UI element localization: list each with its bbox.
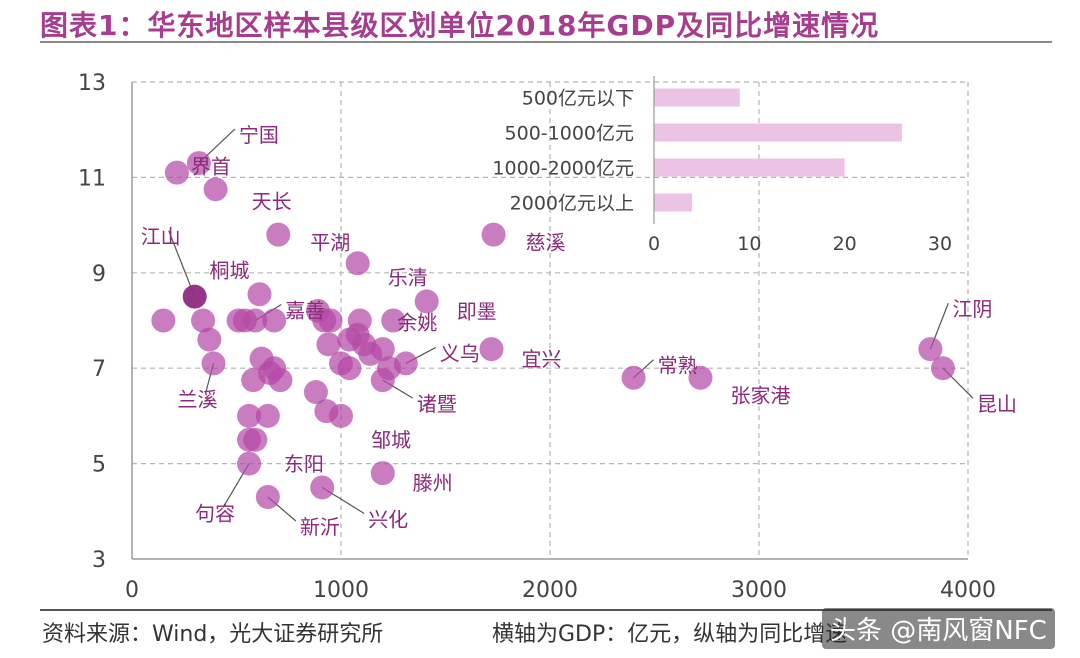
inset-bar	[654, 88, 740, 107]
point-label: 余姚	[397, 311, 437, 335]
scatter-point	[191, 308, 216, 333]
scatter-point	[151, 308, 176, 333]
scatter-point	[688, 365, 713, 390]
point-label: 邹城	[371, 428, 411, 452]
scatter-point	[164, 160, 189, 185]
point-label: 天长	[252, 189, 292, 213]
scatter-point	[243, 427, 268, 452]
scatter-point	[347, 308, 372, 333]
point-label: 宜兴	[521, 347, 561, 371]
inset-bar-chart: 500亿元以下 500-1000亿元 1000-2000亿元 2000亿元以上 0 10 2…	[492, 76, 952, 255]
scatter-point	[268, 368, 293, 393]
point-labels: 宁国界首天长平湖 慈溪乐清 桐城 江山即墨 嘉善余姚宜兴 义乌诸暨 江阴昆山 常熟张家港 兰溪东…	[141, 123, 1017, 539]
x-tick-label: 2000	[522, 578, 578, 603]
point-label: 句容	[195, 502, 235, 526]
point-label: 江阴	[952, 297, 992, 321]
point-label: 常熟	[658, 354, 698, 378]
point-label: 新沂	[300, 515, 340, 539]
inset-tick-label: 0	[648, 233, 660, 255]
point-label: 张家港	[730, 384, 790, 408]
scatter-point	[201, 351, 226, 376]
scatter-point	[237, 403, 262, 428]
scatter-point	[318, 308, 343, 333]
scatter-points	[151, 151, 955, 509]
scatter-point	[182, 284, 207, 309]
inset-category-label: 500-1000亿元	[505, 123, 634, 145]
point-label: 即墨	[457, 299, 497, 323]
inset-bar	[654, 158, 845, 177]
scatter-point	[377, 356, 402, 381]
y-tick-label: 11	[78, 166, 106, 191]
scatter-point	[381, 308, 406, 333]
inset-tick-label: 10	[737, 233, 761, 255]
point-label: 乐清	[388, 265, 428, 289]
scatter-point	[310, 475, 335, 500]
y-tick-label: 9	[92, 262, 106, 287]
point-label: 慈溪	[526, 231, 566, 255]
scatter-point	[203, 177, 228, 202]
inset-category-label: 1000-2000亿元	[492, 158, 634, 180]
inset-bar	[654, 123, 902, 142]
y-tick-label: 7	[92, 357, 106, 382]
scatter-point	[316, 332, 341, 357]
scatter-point	[479, 337, 504, 362]
scatter-point	[255, 403, 280, 428]
chart-title: 图表1：华东地区样本县级区划单位2018年GDP及同比增速情况	[40, 9, 880, 42]
scatter-point	[247, 282, 272, 307]
scatter-point	[237, 451, 262, 476]
y-tick-label: 3	[92, 548, 106, 573]
scatter-point	[232, 308, 257, 333]
point-label: 兴化	[368, 507, 408, 531]
scatter-point	[303, 380, 328, 405]
title-divider	[40, 41, 1052, 43]
scatter-point	[186, 151, 211, 176]
point-label: 义乌	[440, 341, 480, 365]
point-label: 嘉善	[285, 299, 325, 323]
axis-note: 横轴为GDP：亿元，纵轴为同比增速	[492, 622, 848, 647]
x-tick-label: 1000	[313, 578, 369, 603]
scatter-point	[266, 222, 291, 247]
point-label: 兰溪	[178, 387, 218, 411]
point-label: 昆山	[977, 392, 1017, 416]
scatter-point	[337, 356, 362, 381]
scatter-point	[197, 327, 222, 352]
inset-bar	[654, 193, 693, 212]
scatter-point	[345, 251, 370, 276]
inset-category-label: 2000亿元以上	[510, 193, 634, 215]
watermark: 头条 @南风窗NFC	[822, 608, 1055, 649]
x-tick-label: 0	[125, 578, 139, 603]
point-label: 宁国	[239, 123, 279, 147]
point-label: 平湖	[310, 231, 350, 255]
scatter-point	[314, 399, 339, 424]
point-label: 界首	[191, 155, 231, 179]
scatter-point	[621, 365, 646, 390]
source-note: 资料来源：Wind，光大证券研究所	[42, 622, 384, 647]
inset-tick-label: 20	[833, 233, 857, 255]
scatter-point	[262, 308, 287, 333]
x-tick-label: 3000	[731, 578, 787, 603]
point-label: 江山	[141, 225, 181, 249]
point-label: 滕州	[413, 471, 453, 495]
inset-tick-label: 30	[928, 233, 952, 255]
point-label: 诸暨	[417, 392, 457, 416]
y-tick-label: 5	[92, 453, 106, 478]
point-label: 东阳	[284, 452, 324, 476]
scatter-point	[918, 337, 943, 362]
scatter-point	[930, 356, 955, 381]
x-tick-label: 4000	[940, 578, 996, 603]
axis-ticks: 3 5 7 9 11 13 0 1000 2000 3000 4000	[78, 71, 996, 603]
scatter-point	[481, 222, 506, 247]
point-label: 桐城	[209, 258, 249, 282]
scatter-point	[414, 289, 439, 314]
inset-category-label: 500亿元以下	[522, 88, 634, 110]
scatter-point	[241, 368, 266, 393]
y-tick-label: 13	[78, 71, 106, 96]
scatter-point	[255, 484, 280, 509]
footer-divider	[40, 609, 1052, 611]
scatter-point	[370, 337, 395, 362]
scatter-point	[370, 461, 395, 486]
